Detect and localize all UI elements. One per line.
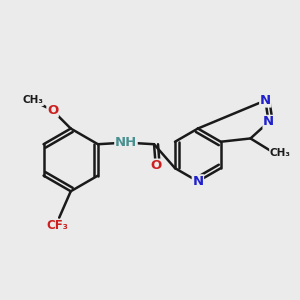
Text: N: N (192, 175, 203, 188)
Text: NH: NH (115, 136, 137, 149)
Text: CH₃: CH₃ (270, 148, 291, 158)
Text: N: N (260, 94, 271, 107)
Text: O: O (47, 104, 58, 117)
Text: O: O (150, 159, 161, 172)
Text: CH₃: CH₃ (22, 95, 43, 106)
Text: CF₃: CF₃ (46, 220, 68, 232)
Text: N: N (263, 116, 274, 128)
